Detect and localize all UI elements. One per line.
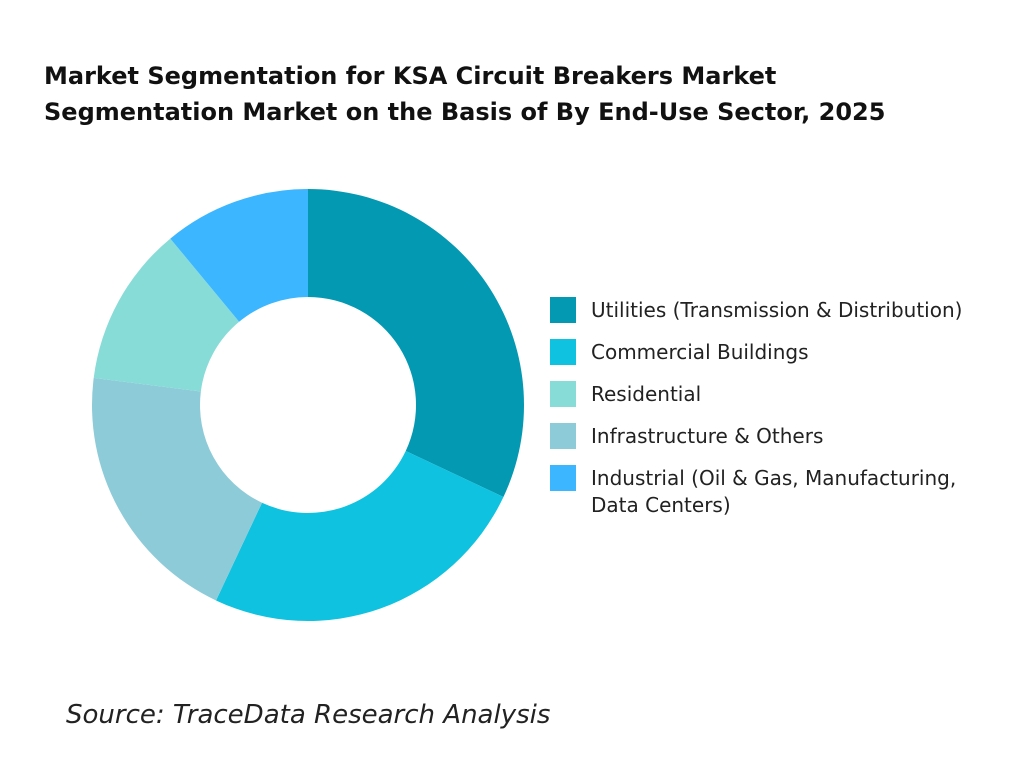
legend-label: Residential bbox=[591, 382, 702, 406]
donut-slice-4 bbox=[170, 189, 308, 322]
legend-label: Infrastructure & Others bbox=[591, 424, 824, 448]
legend-label: Utilities (Transmission & Distribution) bbox=[591, 298, 963, 322]
legend-swatch bbox=[550, 381, 576, 407]
legend-swatch bbox=[550, 339, 576, 365]
legend-item: Infrastructure & Others bbox=[550, 423, 990, 450]
source-note: Source: TraceData Research Analysis bbox=[66, 700, 551, 730]
legend-item: Commercial Buildings bbox=[550, 339, 990, 366]
chart-title: Market Segmentation for KSA Circuit Brea… bbox=[44, 58, 1004, 130]
legend-item: Residential bbox=[550, 381, 990, 408]
donut-slice-3 bbox=[93, 238, 240, 392]
donut-slice-2 bbox=[92, 377, 263, 601]
legend-swatch bbox=[550, 423, 576, 449]
title-line-2: Segmentation Market on the Basis of By E… bbox=[44, 98, 886, 126]
legend-swatch bbox=[550, 297, 576, 323]
donut-slice-0 bbox=[308, 189, 524, 497]
legend-item: Industrial (Oil & Gas, Manufacturing, Da… bbox=[550, 465, 990, 519]
donut-slice-1 bbox=[216, 450, 504, 621]
legend-label: Commercial Buildings bbox=[591, 340, 809, 364]
legend-label: Industrial (Oil & Gas, Manufacturing, Da… bbox=[591, 466, 957, 517]
legend: Utilities (Transmission & Distribution) … bbox=[550, 297, 990, 534]
legend-swatch bbox=[550, 465, 576, 491]
title-line-1: Market Segmentation for KSA Circuit Brea… bbox=[44, 62, 777, 90]
legend-item: Utilities (Transmission & Distribution) bbox=[550, 297, 990, 324]
